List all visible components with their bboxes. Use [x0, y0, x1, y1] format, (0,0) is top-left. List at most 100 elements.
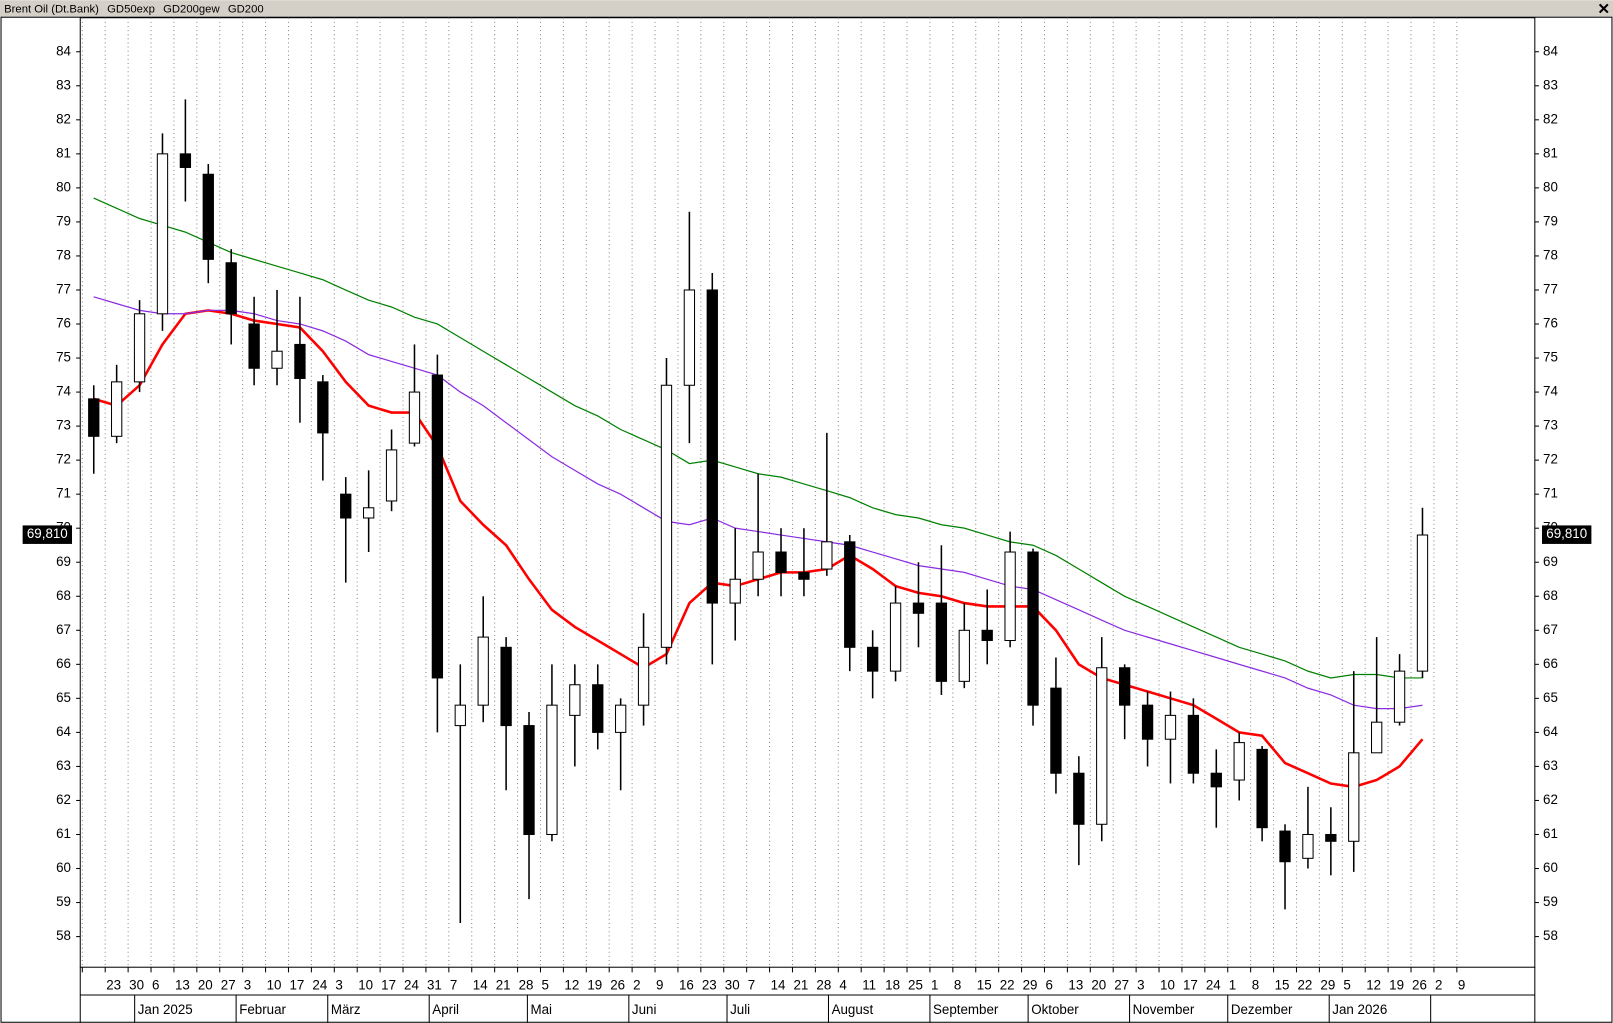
x-tick-label: 10: [1160, 977, 1175, 992]
candle-body: [958, 629, 970, 682]
grid: [76, 17, 1539, 1023]
month-label: März: [331, 1002, 361, 1017]
candle-body: [1073, 772, 1085, 825]
x-tick-label: 26: [1412, 977, 1427, 992]
candle-body: [637, 646, 650, 706]
candle-body: [844, 541, 856, 648]
y2-tick-label: 68: [1543, 588, 1558, 603]
x-tick-label: 19: [1389, 977, 1404, 992]
candle-body: [821, 541, 833, 570]
month-label: Dezember: [1231, 1002, 1293, 1017]
y2-tick-label: 61: [1543, 826, 1558, 841]
legend-entry: GD200gew: [163, 3, 220, 15]
x-tick-label: 8: [1252, 977, 1259, 992]
y-tick-label: 83: [56, 77, 71, 92]
candle-body: [1164, 714, 1177, 740]
y-tick-label: 72: [56, 452, 71, 467]
y2-tick-label: 69: [1543, 554, 1558, 569]
legend-entry: GD200: [228, 3, 264, 15]
x-tick-label: 12: [564, 977, 579, 992]
y2-tick-label: 67: [1543, 622, 1558, 637]
candle-body: [683, 289, 696, 386]
x-tick-label: 7: [748, 977, 755, 992]
candle-body: [385, 449, 398, 502]
x-tick-label: 24: [1206, 977, 1221, 992]
candle-body: [477, 636, 489, 706]
y-tick-label: 59: [56, 894, 71, 909]
y-tick-label: 62: [56, 792, 71, 807]
x-tick-label: 23: [702, 977, 717, 992]
month-label: September: [933, 1002, 999, 1017]
chart-title: Brent Oil (Dt.Bank): [4, 3, 99, 15]
candle-body: [133, 313, 146, 383]
candle-body: [225, 262, 237, 315]
x-tick-label: 4: [839, 977, 847, 992]
y2-tick-label: 63: [1543, 758, 1558, 773]
candle-body: [546, 704, 558, 836]
y-tick-label: 58: [56, 928, 71, 943]
month-label: Februar: [239, 1002, 286, 1017]
x-tick-label: 15: [1275, 977, 1290, 992]
x-tick-label: 15: [977, 977, 992, 992]
candle-body: [156, 153, 169, 315]
candle-body: [88, 398, 100, 437]
frame: [0, 16, 1613, 1023]
candle-body: [271, 350, 283, 369]
x-tick-label: 5: [1343, 977, 1350, 992]
candle-body: [935, 602, 948, 682]
y2-tick-label: 72: [1543, 452, 1558, 467]
candle-body: [1279, 830, 1291, 863]
x-tick-label: 9: [1458, 977, 1465, 992]
candle-body: [340, 493, 352, 519]
x-tick-label: 21: [496, 977, 511, 992]
x-tick-label: 9: [656, 977, 663, 992]
month-label: Mai: [530, 1002, 552, 1017]
candle-body: [248, 323, 260, 369]
y2-tick-label: 58: [1543, 928, 1558, 943]
y2-tick-label: 76: [1543, 316, 1558, 331]
candle-body: [889, 602, 902, 672]
y-tick-label: 66: [56, 656, 71, 671]
y2-tick-label: 84: [1543, 43, 1558, 58]
y2-tick-label: 82: [1543, 111, 1558, 126]
candle-body: [1233, 742, 1245, 781]
x-tick-label: 17: [1183, 977, 1198, 992]
y-tick-label: 84: [56, 43, 71, 58]
x-tick-label: 10: [358, 977, 373, 992]
x-tick-label: 30: [129, 977, 144, 992]
x-tick-label: 2: [633, 977, 640, 992]
x-tick-label: 22: [1298, 977, 1313, 992]
candle-body: [111, 381, 123, 437]
moving-average-line: [93, 197, 1423, 679]
candle-body: [729, 578, 741, 604]
x-tick-label: 29: [1320, 977, 1335, 992]
candle-body: [294, 343, 306, 379]
month-label: August: [832, 1002, 874, 1017]
x-tick-label: 14: [771, 977, 786, 992]
candle-body: [523, 725, 535, 836]
y2-tick-label: 80: [1543, 179, 1558, 194]
title-legend: Brent Oil (Dt.Bank) GD50exp GD200gew GD200: [4, 3, 264, 15]
x-tick-label: 8: [954, 977, 961, 992]
y-tick-label: 69: [56, 554, 71, 569]
candle-body: [202, 173, 214, 260]
month-label: Juni: [632, 1002, 657, 1017]
close-icon[interactable]: [1598, 3, 1609, 14]
close-button[interactable]: [1596, 1, 1611, 16]
x-tick-label: 24: [404, 977, 419, 992]
y-tick-label: 67: [56, 622, 71, 637]
last-price-left-box: [22, 525, 73, 544]
y-tick-label: 73: [56, 418, 71, 433]
last-price-right: 69,810: [1546, 526, 1587, 541]
y2-tick-label: 83: [1543, 77, 1558, 92]
candle-body: [1210, 772, 1222, 788]
candle-body: [363, 507, 375, 519]
month-label: November: [1133, 1002, 1195, 1017]
legend-entry: GD50exp: [107, 3, 155, 15]
candle-body: [752, 551, 764, 580]
x-tick-label: 27: [221, 977, 236, 992]
candle-body: [660, 384, 673, 648]
candle-body: [179, 153, 192, 168]
x-tick-label: 11: [862, 977, 876, 992]
y2-tick-label: 81: [1543, 145, 1558, 160]
